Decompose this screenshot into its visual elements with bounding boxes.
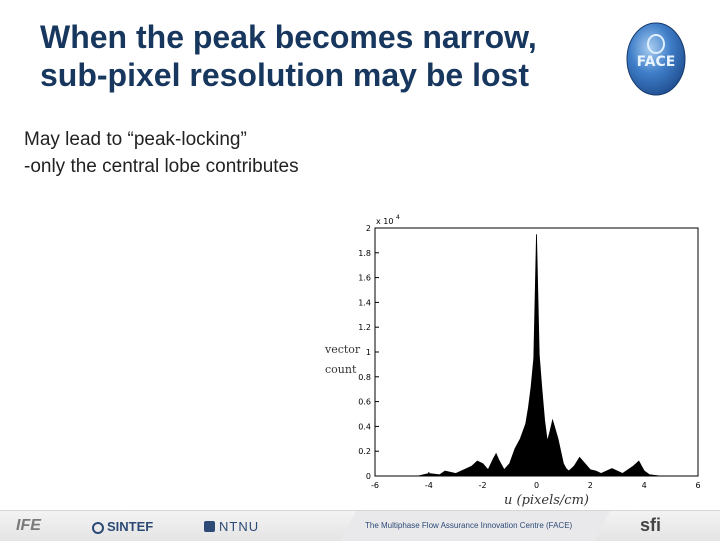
footer-bar: IFE SINTEF NTNU The Multiphase Flow Assu… <box>0 510 720 541</box>
y-tick-label: 1.4 <box>358 298 371 307</box>
y-tick-label: 2 <box>366 224 371 233</box>
y-axis-label-line2: count <box>325 363 357 376</box>
ntnu-icon <box>204 521 215 532</box>
ntnu-logo: NTNU <box>204 519 259 534</box>
x-axis-label: u (pixels/cm) <box>504 493 589 508</box>
title-line-2: sub-pixel resolution may be lost <box>40 57 529 93</box>
face-logo: FACE <box>626 22 686 96</box>
y-tick-label: 0 <box>366 472 371 481</box>
x-tick-label: -4 <box>425 481 433 490</box>
y-multiplier-exponent: 4 <box>396 214 400 221</box>
y-tick-label: 0.4 <box>358 422 371 431</box>
x-tick-label: -2 <box>479 481 487 490</box>
x-tick-label: 0 <box>534 481 539 490</box>
footer-center-band <box>340 511 610 541</box>
x-tick-label: -6 <box>371 481 379 490</box>
sintef-text: SINTEF <box>107 519 154 534</box>
footer-centre-name: The Multiphase Flow Assurance Innovation… <box>365 521 573 530</box>
x-tick-label: 6 <box>695 481 700 490</box>
histogram-chart: 0 0.2 0.4 0.6 0.8 1 1.2 1.4 1.6 1.8 2 -6 -4 -2 0 2 4 6 x 1… <box>318 208 720 508</box>
y-tick-label: 1.2 <box>358 323 371 332</box>
x-tick-label: 2 <box>588 481 593 490</box>
y-tick-label: 0.2 <box>358 447 371 456</box>
y-tick-label: 1 <box>366 348 371 357</box>
sintef-icon <box>92 522 104 534</box>
title-line-1: When the peak becomes narrow, <box>40 19 537 55</box>
slide-title: When the peak becomes narrow, sub-pixel … <box>40 18 610 94</box>
x-tick-label: 4 <box>642 481 647 490</box>
bullet-1: May lead to “peak-locking” <box>24 129 247 150</box>
sfi-text: sfi <box>640 515 662 535</box>
sintef-logo: SINTEF <box>92 519 153 534</box>
y-tick-label: 1.8 <box>358 249 371 258</box>
y-tick-label: 1.6 <box>358 274 371 283</box>
y-axis-label-line1: vector <box>324 343 361 356</box>
sfi-logo: sfi <box>640 515 661 536</box>
logo-text: FACE <box>637 54 676 70</box>
histogram-svg: 0 0.2 0.4 0.6 0.8 1 1.2 1.4 1.6 1.8 2 -6 -4 -2 0 2 4 6 x 1… <box>324 214 701 508</box>
y-tick-label: 0.6 <box>358 398 371 407</box>
y-multiplier: x 10 <box>376 217 393 226</box>
ife-logo: IFE <box>16 517 41 534</box>
bullet-2: -only the central lobe contributes <box>24 156 299 177</box>
ntnu-text: NTNU <box>219 519 260 534</box>
y-tick-label: 0.8 <box>358 373 371 382</box>
histogram-area <box>375 234 698 477</box>
bullet-list: May lead to “peak-locking” -only the cen… <box>24 126 299 180</box>
